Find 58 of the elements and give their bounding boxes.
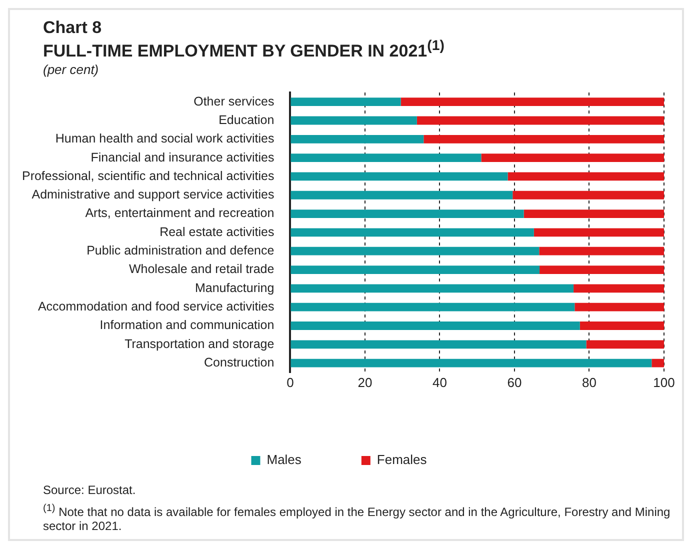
bar — [512, 190, 664, 199]
bar — [290, 97, 401, 106]
text: $^{(1)}$ Note that no data is available for females employed in the Energy sector and in the Agriculture, Forestry and Mining sector in 2021. — [43, 502, 672, 533]
bar — [290, 190, 513, 199]
y-tick-label: Education — [218, 112, 274, 127]
y-tick-label: Information and communication — [100, 318, 274, 332]
bar — [481, 153, 664, 162]
y-tick-label: Professional, scientific and technical activities — [22, 168, 274, 183]
bar — [416, 116, 664, 124]
y-tick-label: Administrative and support service activities — [32, 187, 274, 202]
bar — [574, 284, 664, 292]
bar — [574, 302, 664, 311]
bar — [290, 265, 540, 274]
bar — [290, 358, 652, 367]
y-tick-label: Wholesale and retail trade — [128, 262, 274, 276]
y-tick-label: Accommodation and food service activities — [38, 299, 274, 314]
bar — [508, 172, 664, 180]
bar — [540, 265, 664, 274]
bar — [539, 246, 664, 255]
x-tick-label: 0 — [286, 374, 294, 390]
legend-label: Males — [266, 452, 302, 467]
bar — [424, 134, 664, 144]
bar — [580, 321, 664, 330]
y-tick-label: Transportation and storage — [124, 336, 274, 351]
chart-subtitle: FULL-TIME EMPLOYMENT BY GENDER IN 2021$^{(1)}$ — [43, 38, 446, 62]
bar — [534, 228, 664, 236]
text: (per cent) — [43, 62, 100, 77]
bar — [524, 209, 664, 218]
bar — [290, 321, 580, 330]
y-tick-label: Construction — [204, 355, 274, 370]
y-tick-label: Manufacturing — [194, 280, 274, 295]
bar — [652, 358, 664, 367]
x-tick-label: 40 — [432, 374, 447, 390]
x-tick-label: 100 — [653, 374, 675, 390]
bar — [290, 209, 524, 218]
x-tick-label: 80 — [582, 374, 596, 390]
y-tick-label: Financial and insurance activities — [90, 150, 274, 164]
source-note: Source: Eurostat. — [43, 482, 137, 497]
bar — [400, 97, 664, 106]
y-tick-label: Other services — [194, 94, 274, 108]
y-tick-label: Human health and social work activities — [55, 131, 274, 146]
bar — [290, 172, 508, 180]
bar — [290, 116, 417, 124]
y-tick-label: Arts, entertainment and recreation — [85, 206, 274, 220]
text: Chart 8 — [43, 18, 103, 38]
x-tick-label: 20 — [358, 374, 372, 390]
bar — [290, 153, 482, 162]
legend-label: Females — [376, 452, 428, 467]
bar — [290, 134, 424, 144]
bar — [290, 340, 586, 348]
bar — [290, 246, 540, 255]
bar — [586, 340, 664, 348]
x-tick-label: 60 — [507, 374, 522, 390]
bar — [290, 302, 575, 311]
bar — [290, 284, 574, 292]
y-tick-label: Real estate activities — [160, 224, 274, 239]
y-tick-label: Public administration and defence — [86, 243, 274, 258]
bar — [290, 228, 534, 236]
